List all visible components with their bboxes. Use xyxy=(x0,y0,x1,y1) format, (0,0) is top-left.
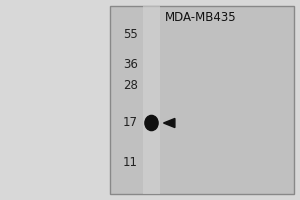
Text: 36: 36 xyxy=(123,58,138,72)
Polygon shape xyxy=(164,118,175,128)
Text: 28: 28 xyxy=(123,79,138,92)
Bar xyxy=(110,6,294,194)
Bar xyxy=(143,6,160,194)
Ellipse shape xyxy=(145,115,158,131)
Text: 55: 55 xyxy=(123,28,138,42)
Text: MDA-MB435: MDA-MB435 xyxy=(165,11,237,24)
Text: 11: 11 xyxy=(123,156,138,168)
Text: 17: 17 xyxy=(123,116,138,130)
